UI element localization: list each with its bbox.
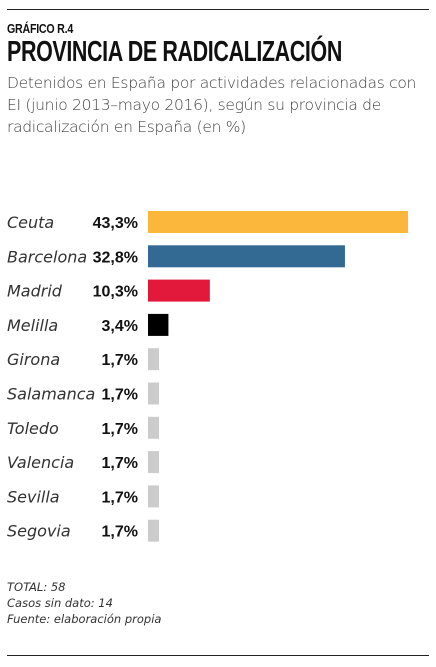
value-label-ceuta: 43,3% (93, 215, 138, 232)
chart-notes: TOTAL: 58 Casos sin dato: 14 Fuente: ela… (7, 579, 161, 627)
category-label-salamanca: Salamanca (7, 385, 95, 404)
category-label-girona: Girona (7, 350, 60, 369)
subtitle-line-1: Detenidos en España por actividades rela… (7, 74, 417, 92)
missing-cases-note: Casos sin dato: 14 (7, 596, 113, 610)
bar-barcelona (148, 245, 345, 268)
bar-ceuta (148, 211, 408, 233)
category-label-valencia: Valencia (7, 453, 74, 472)
category-label-ceuta: Ceuta (7, 213, 54, 232)
top-rule (7, 9, 429, 10)
bar-chart: Ceuta 43,3% Barcelona 32,8% Madrid 10,3% Melil… (7, 211, 408, 542)
chart-subtitle: Detenidos en España por actividades rela… (7, 72, 427, 138)
bar-sevilla (148, 485, 159, 508)
bar-salamanca (148, 382, 159, 405)
category-label-sevilla: Sevilla (7, 487, 60, 506)
value-label-madrid: 10,3% (93, 284, 138, 301)
source-note: Fuente: elaboración propia (7, 612, 162, 626)
bottom-rule (7, 655, 429, 656)
category-label-madrid: Madrid (7, 282, 63, 301)
bar-melilla (148, 313, 169, 336)
category-label-barcelona: Barcelona (7, 247, 87, 266)
category-label-melilla: Melilla (7, 316, 58, 335)
chart-kicker: GRÁFICO R.4 (7, 21, 73, 36)
bar-madrid (148, 279, 210, 302)
value-label-sevilla: 1,7% (102, 489, 138, 506)
chart-title: PROVINCIA DE RADICALIZACIÓN (7, 36, 342, 68)
category-label-segovia: Segovia (7, 522, 71, 541)
value-label-melilla: 3,4% (102, 318, 138, 335)
value-label-girona: 1,7% (102, 352, 138, 369)
subtitle-line-3: radicalización en España (en %) (7, 118, 246, 136)
value-label-barcelona: 32,8% (93, 249, 138, 266)
bar-toledo (148, 416, 159, 439)
bar-girona (148, 348, 159, 371)
total-note: TOTAL: 58 (7, 580, 66, 594)
category-label-toledo: Toledo (7, 419, 59, 438)
bar-segovia (148, 519, 159, 542)
value-label-valencia: 1,7% (102, 455, 138, 472)
value-label-toledo: 1,7% (102, 421, 138, 438)
value-label-salamanca: 1,7% (102, 387, 138, 404)
subtitle-line-2: EI (junio 2013–mayo 2016), según su prov… (7, 96, 381, 114)
value-label-segovia: 1,7% (102, 524, 138, 541)
bar-valencia (148, 451, 159, 474)
